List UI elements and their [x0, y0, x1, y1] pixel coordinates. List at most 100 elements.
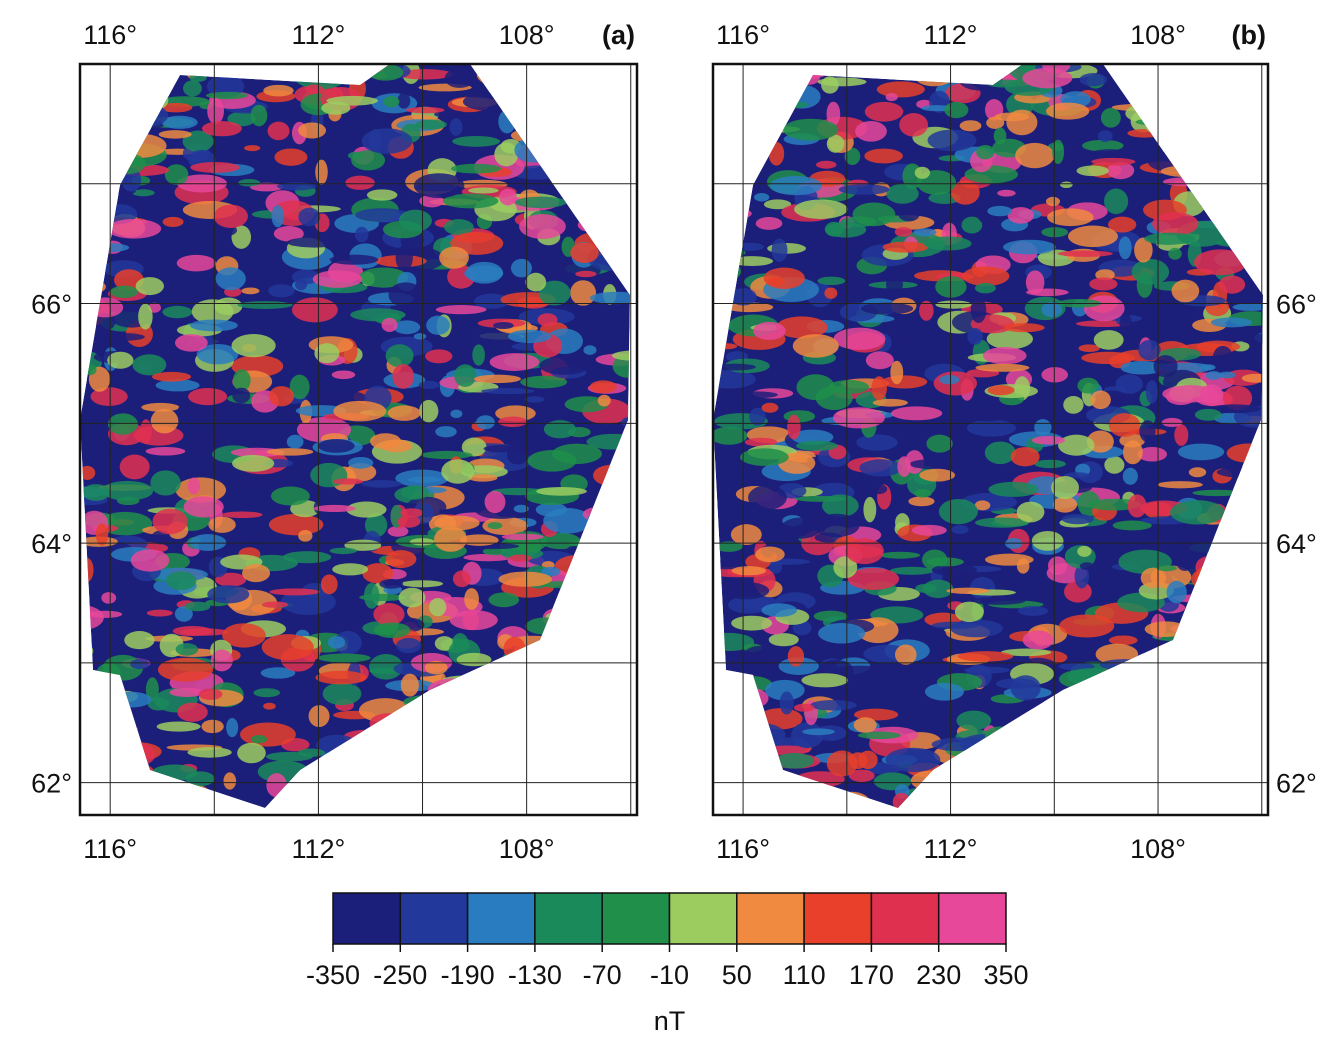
map-texture [1034, 460, 1066, 468]
map-texture [1077, 378, 1098, 394]
map-texture [428, 678, 479, 701]
map-texture [613, 568, 636, 586]
colorbar-cell [670, 893, 737, 944]
map-texture [895, 227, 912, 237]
map-texture [1168, 725, 1204, 732]
map-texture [886, 748, 941, 772]
map-texture [1233, 596, 1253, 620]
map-texture [267, 448, 314, 456]
colorbar-label: -10 [650, 960, 689, 990]
map-texture [222, 68, 245, 76]
map-texture [1239, 68, 1261, 81]
map-texture [942, 762, 958, 775]
colorbar-cell [939, 893, 1006, 944]
map-texture [890, 361, 903, 384]
map-texture [1068, 226, 1118, 248]
map-texture [287, 435, 304, 449]
map-texture [1215, 575, 1268, 585]
map-texture [1167, 732, 1201, 757]
map-texture [1235, 557, 1269, 578]
map-texture [577, 73, 598, 82]
map-texture [915, 167, 930, 179]
lat-tick-label: 64° [1276, 529, 1317, 559]
map-texture [755, 546, 785, 562]
map-texture [557, 99, 581, 116]
map-texture [796, 374, 834, 400]
map-texture [1119, 236, 1132, 259]
map-texture [298, 122, 326, 138]
map-texture [871, 484, 888, 494]
map-texture [1156, 565, 1176, 571]
map-texture [111, 692, 151, 708]
lon-tick-label: 112° [291, 20, 345, 50]
map-texture [898, 207, 919, 221]
map-texture [244, 536, 262, 544]
map-texture [1141, 649, 1166, 667]
map-texture [720, 202, 744, 209]
map-texture [208, 517, 235, 533]
map-texture [460, 703, 475, 711]
map-texture [802, 728, 835, 735]
panel-label: (a) [602, 20, 635, 50]
map-texture [476, 803, 525, 810]
map-texture [102, 794, 145, 804]
map-texture [456, 723, 470, 747]
map-texture [731, 88, 757, 97]
map-texture [583, 589, 636, 601]
map-texture [177, 290, 198, 304]
map-texture [612, 198, 645, 210]
map-texture [833, 792, 870, 815]
map-texture [201, 720, 223, 733]
map-texture [595, 117, 641, 133]
lon-tick-label: 108° [499, 834, 555, 864]
map-texture [207, 98, 224, 124]
map-texture [525, 396, 544, 403]
map-texture [407, 770, 427, 779]
map-texture [1066, 698, 1095, 723]
map-texture [601, 115, 621, 122]
map-texture [741, 783, 766, 794]
map-texture [946, 588, 989, 594]
map-texture [788, 803, 813, 822]
map-texture [1214, 653, 1247, 668]
map-texture [519, 214, 566, 239]
map-texture [822, 494, 859, 517]
map-texture [187, 747, 231, 758]
map-texture [401, 674, 419, 697]
map-texture [1014, 780, 1041, 793]
map-texture [1170, 500, 1225, 524]
map-texture [983, 347, 1027, 364]
map-texture [925, 683, 964, 701]
map-texture [699, 319, 732, 332]
map-texture [122, 796, 136, 807]
map-texture [973, 748, 992, 766]
map-texture [1118, 741, 1159, 757]
map-texture [740, 735, 759, 748]
lon-tick-label: 108° [1130, 834, 1186, 864]
map-texture [735, 688, 768, 708]
map-texture [190, 534, 227, 551]
map-texture [1128, 666, 1159, 684]
map-texture [100, 725, 138, 733]
map-texture [499, 189, 517, 206]
map-texture [950, 620, 1003, 638]
map-texture [1046, 197, 1060, 206]
map-texture [977, 754, 1023, 771]
map-texture [309, 705, 330, 727]
map-texture [445, 729, 487, 751]
map-texture [298, 208, 320, 227]
map-texture [976, 145, 994, 159]
map-texture [1077, 546, 1091, 557]
map-texture [1123, 468, 1138, 485]
map-texture [1046, 103, 1089, 120]
map-texture [274, 148, 307, 165]
map-texture [1234, 560, 1285, 577]
map-texture [269, 514, 323, 535]
map-texture [190, 162, 240, 173]
map-texture [416, 120, 447, 130]
map-texture [1167, 581, 1187, 604]
map-texture [88, 673, 119, 686]
map-texture [1132, 259, 1169, 285]
map-texture [612, 350, 657, 360]
map-texture [793, 334, 839, 358]
